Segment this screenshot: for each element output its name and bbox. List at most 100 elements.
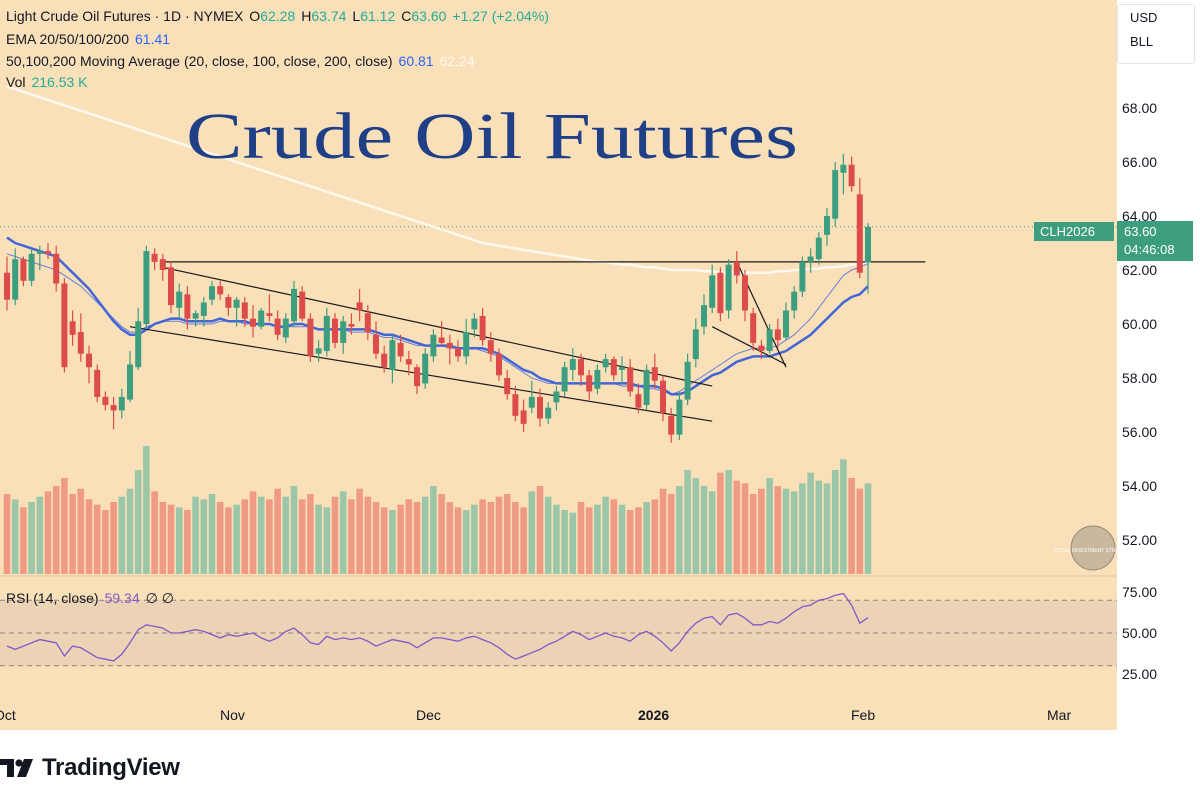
- price-tag: CLH2026 63.60 04:46:08: [1034, 221, 1193, 261]
- volume-bar: [266, 499, 273, 574]
- candle-body: [94, 369, 101, 397]
- candle-body: [348, 324, 355, 327]
- close-label: C: [401, 8, 412, 24]
- rsi-line: [6, 592, 869, 662]
- currency-usd[interactable]: USD: [1130, 10, 1158, 25]
- currency-box[interactable]: USD BLL: [1117, 4, 1195, 64]
- volume-bar: [643, 502, 650, 574]
- candle-body: [520, 410, 527, 424]
- candle-body: [340, 321, 347, 343]
- rsi-tick-label: 50.00: [1122, 625, 1157, 641]
- ema-line: [6, 236, 869, 396]
- candle-body: [266, 313, 273, 316]
- candle-body: [684, 361, 691, 400]
- header-line-symbol: Light Crude Oil Futures · 1D · NYMEX O62.…: [6, 8, 555, 24]
- currency-unit[interactable]: BLL: [1130, 34, 1154, 49]
- candle-body: [28, 253, 35, 281]
- volume-bar: [323, 507, 331, 574]
- header-line-ema[interactable]: EMA 20/50/100/200 61.41: [6, 31, 176, 47]
- open-value: 62.28: [260, 8, 296, 24]
- volume-bar: [421, 496, 429, 574]
- candle-body: [323, 315, 330, 351]
- candle-body: [856, 194, 863, 273]
- vol-label: Vol: [6, 74, 26, 90]
- candle-body: [373, 334, 379, 354]
- tradingview-wordmark: TradingView: [42, 754, 180, 781]
- volume-bar: [831, 470, 839, 574]
- candle-body: [479, 315, 486, 341]
- symbol-name[interactable]: Light Crude Oil Futures · 1D · NYMEX: [6, 8, 244, 24]
- candle-body: [356, 302, 363, 311]
- candle-body: [496, 353, 502, 376]
- volume-bar: [676, 486, 683, 574]
- open-label: O: [249, 8, 261, 24]
- candle-body: [397, 342, 404, 357]
- candle-body: [69, 321, 76, 335]
- candle-body: [832, 170, 839, 219]
- header-line-rsi[interactable]: RSI (14, close) 59.34 ∅ ∅: [6, 590, 180, 607]
- candle-body: [364, 313, 371, 333]
- chart-big-title: Crude Oil Futures: [186, 100, 798, 173]
- volume-bar: [192, 496, 199, 574]
- header-line-vol[interactable]: Vol 216.53 K: [6, 74, 94, 90]
- candle-body: [668, 415, 675, 435]
- volume-bar: [553, 504, 560, 574]
- axis-layer: 52.00 54.00 56.00 58.00 60.00 62.00 64.00 66.00…: [0, 100, 1157, 723]
- volume-bar: [758, 488, 765, 574]
- candle-body: [692, 329, 699, 360]
- volume-bar: [118, 496, 126, 574]
- candle-body: [578, 359, 584, 376]
- volume-bar: [618, 504, 626, 574]
- grid-layer: [0, 226, 1117, 577]
- volume-bar: [348, 499, 355, 574]
- candle-body: [717, 272, 724, 314]
- candle-body: [725, 264, 732, 311]
- candle-body: [192, 313, 199, 319]
- ma-label: 50,100,200 Moving Average (20, close, 10…: [6, 53, 393, 69]
- volume-bar: [208, 494, 216, 574]
- candle-body: [619, 367, 625, 370]
- volume-bar: [184, 510, 191, 574]
- candle-body: [168, 267, 174, 306]
- tradingview-logo[interactable]: TradingView: [0, 752, 180, 784]
- volume-bar: [380, 507, 388, 574]
- price-tick-label: 66.00: [1122, 154, 1157, 170]
- volume-bar: [20, 507, 27, 574]
- watermark-text: CYCLE INVESTMENT STRATEGY: [1054, 548, 1133, 554]
- volume-bar: [307, 494, 314, 574]
- channel-upper-line[interactable]: [162, 266, 713, 387]
- candle-body: [750, 313, 757, 343]
- ma200-line: [6, 85, 869, 274]
- price-tick-label: 68.00: [1122, 100, 1157, 116]
- volume-bar: [626, 510, 634, 574]
- channel-lower-line[interactable]: [129, 326, 713, 422]
- volume-bar: [159, 502, 167, 574]
- time-tick-label: Oct: [0, 707, 16, 723]
- volume-bar: [11, 499, 19, 574]
- candle-body: [4, 272, 10, 300]
- time-tick-label: 2026: [638, 707, 669, 723]
- candle-body: [610, 359, 617, 376]
- volume-bar: [487, 502, 495, 574]
- volume-bar: [799, 483, 806, 574]
- candle-body: [159, 259, 166, 270]
- rsi-extra: ∅ ∅: [145, 590, 174, 606]
- candle-body: [471, 318, 478, 330]
- volume-bar: [372, 502, 380, 574]
- close-value: 63.60: [411, 8, 447, 24]
- candle-body: [86, 353, 92, 368]
- volume-bar: [815, 480, 823, 574]
- candle-body: [258, 310, 265, 327]
- candle-body: [143, 251, 150, 324]
- header-line-ma[interactable]: 50,100,200 Moving Average (20, close, 10…: [6, 53, 481, 69]
- volume-bar: [290, 486, 298, 574]
- wedge-line-2[interactable]: [711, 326, 787, 366]
- candle-body: [127, 364, 133, 400]
- rsi-tick-label: 25.00: [1122, 666, 1157, 682]
- candle-body: [537, 396, 543, 419]
- volume-bar: [143, 446, 150, 574]
- candle-body: [274, 318, 281, 335]
- volume-bar: [520, 507, 527, 574]
- volume-bar: [61, 478, 68, 574]
